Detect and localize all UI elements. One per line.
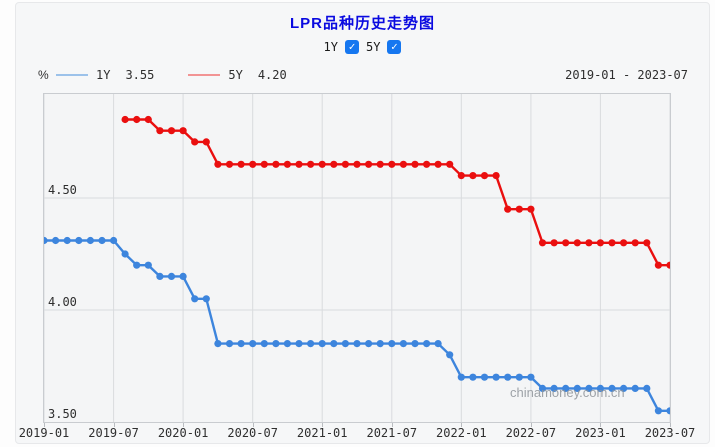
date-range-label: 2019-01 - 2023-07 bbox=[565, 68, 688, 82]
x-axis-label: 2020-07 bbox=[227, 426, 278, 440]
legend: 1Y 3.55 5Y 4.20 bbox=[56, 68, 287, 82]
x-axis-tick bbox=[600, 423, 602, 427]
legend-series-name: 1Y bbox=[96, 68, 111, 82]
legend-item: 5Y 4.20 bbox=[188, 68, 287, 82]
check-icon: ✓ bbox=[391, 40, 398, 53]
x-axis-label: 2021-01 bbox=[296, 426, 348, 440]
checkbox-5y[interactable]: ✓ bbox=[387, 40, 402, 54]
chart-title: LPR品种历史走势图 bbox=[289, 15, 435, 32]
x-axis-tick bbox=[670, 423, 671, 427]
series-toggles: 1Y ✓ 5Y ✓ bbox=[16, 39, 709, 55]
x-axis-tick bbox=[391, 423, 393, 427]
x-axis-label: 2023-07 bbox=[644, 426, 696, 440]
legend-row: % 1Y 3.55 5Y 4.20 2019-01 - 2023-07 bbox=[16, 67, 709, 85]
x-axis-label: 2019-01 bbox=[18, 426, 70, 440]
x-axis-label: 2019-07 bbox=[88, 426, 139, 440]
x-axis-label: 2021-07 bbox=[366, 426, 418, 440]
checkbox-1y[interactable]: ✓ bbox=[345, 40, 359, 54]
y-axis-label: 3.50 bbox=[48, 407, 77, 421]
line-chart bbox=[44, 94, 670, 422]
x-axis: 2019-01 2019-07 2020-01 2020-07 2021-01 2021-… bbox=[19, 426, 696, 442]
y-axis-label: 4.00 bbox=[48, 294, 77, 309]
y-axis-unit-label: % bbox=[38, 68, 49, 82]
x-axis-tick bbox=[530, 423, 532, 427]
plot-area: chinamoney.com.cn 4.50 4.00 3.50 bbox=[43, 93, 671, 423]
x-axis-label: 2020-01 bbox=[157, 426, 209, 440]
x-axis-tick bbox=[113, 423, 115, 427]
x-axis-tick bbox=[183, 423, 185, 427]
legend-line-swatch bbox=[188, 74, 221, 76]
legend-series-name: 5Y bbox=[228, 68, 243, 82]
x-axis-tick bbox=[252, 423, 254, 427]
x-axis-label: 2023-01 bbox=[575, 426, 626, 440]
legend-series-value: 4.20 bbox=[257, 68, 287, 82]
toggle-label: 5Y bbox=[366, 40, 381, 54]
watermark: chinamoney.com.cn bbox=[510, 385, 625, 400]
x-axis-label: 2022-01 bbox=[436, 426, 487, 440]
x-axis-tick bbox=[44, 423, 45, 427]
check-icon: ✓ bbox=[348, 40, 356, 53]
legend-item: 1Y 3.55 bbox=[56, 68, 154, 82]
x-axis-tick bbox=[322, 423, 324, 427]
chart-panel: LPR品种历史走势图 1Y ✓ 5Y ✓ % 1Y 3.55 5Y 4.20 2019-01… bbox=[15, 2, 710, 444]
toggle-label: 1Y bbox=[323, 40, 338, 54]
y-axis-label: 4.50 bbox=[48, 182, 77, 197]
legend-line-swatch bbox=[56, 74, 88, 76]
legend-series-value: 3.55 bbox=[125, 68, 155, 82]
x-axis-label: 2022-07 bbox=[505, 426, 557, 440]
x-axis-tick bbox=[461, 423, 463, 427]
